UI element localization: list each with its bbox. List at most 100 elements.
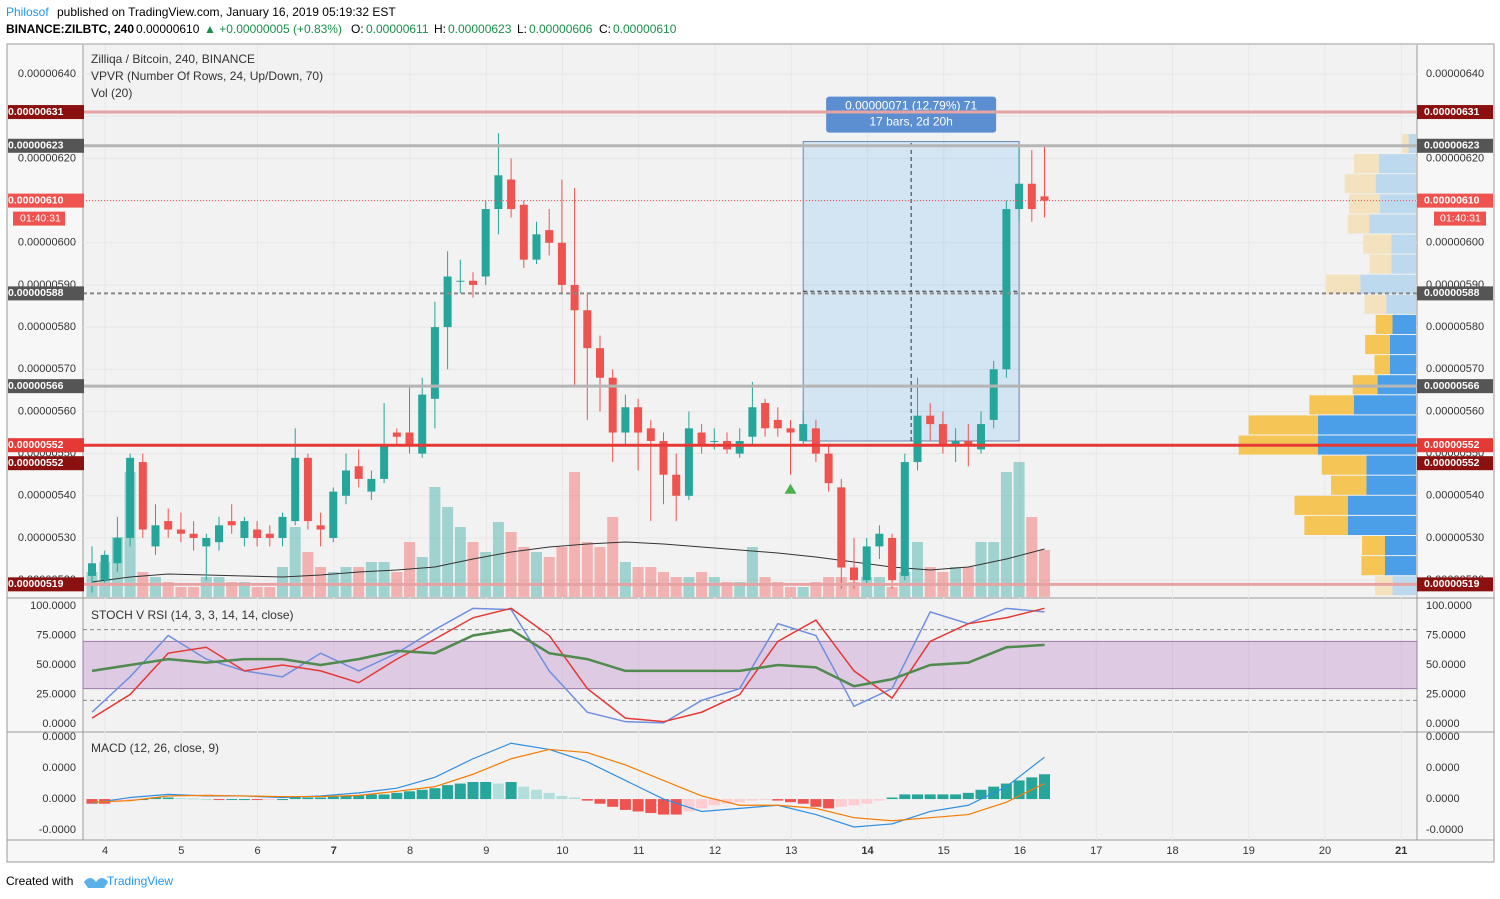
candle-body: [113, 537, 122, 564]
candle-body: [799, 424, 808, 441]
price-tag: [8, 577, 84, 592]
volume-bar: [531, 552, 542, 597]
macd-hist: [302, 797, 314, 800]
macd-hist: [645, 799, 657, 814]
y-tick-label: 0.00000560: [18, 405, 76, 417]
volume-bar: [988, 542, 1000, 597]
vpvr-up: [1389, 355, 1416, 375]
volume-bar: [886, 587, 898, 597]
y-tick-label: 0.00000540: [1426, 490, 1484, 502]
macd-hist: [708, 799, 720, 806]
candle-body: [507, 179, 516, 210]
volume-bar: [175, 587, 187, 597]
candle-body: [672, 474, 681, 496]
macd-hist: [873, 799, 885, 801]
candle-body: [621, 407, 630, 433]
price-tag: [1417, 456, 1493, 471]
macd-hist: [86, 799, 98, 804]
candle-body: [392, 432, 401, 437]
author[interactable]: Philosof: [6, 5, 49, 19]
l-label: L:: [517, 22, 527, 36]
macd-hist: [924, 794, 936, 800]
volume-bar: [378, 562, 390, 597]
y-tick-label: 0.00000530: [18, 532, 76, 544]
o-label: O:: [351, 22, 364, 36]
stoch-tick-label: 25.0000: [36, 688, 76, 700]
stoch-title: STOCH V RSI (14, 3, 3, 14, 14, close): [91, 608, 294, 622]
macd-hist: [124, 799, 136, 801]
macd-hist: [721, 799, 733, 804]
macd-hist: [569, 797, 581, 800]
vpvr-down: [1321, 455, 1367, 475]
candle-body: [1040, 196, 1049, 201]
y-tick-label: 0.00000540: [18, 490, 76, 502]
last-price: 0.00000610: [136, 22, 200, 36]
y-tick-label: 0.00000640: [1426, 68, 1484, 80]
price-tag: [8, 286, 84, 301]
vpvr-down: [1361, 556, 1385, 576]
y-tick-label: 0.00000570: [1426, 363, 1484, 375]
candle-body: [329, 491, 338, 538]
candle-body: [596, 348, 604, 378]
vpvr-up: [1378, 154, 1416, 174]
volume-bar: [594, 547, 606, 597]
candle-body: [202, 537, 211, 547]
price-tag-label: 0.00000610: [1424, 194, 1480, 206]
change: ▲ +0.00000005 (+0.83%): [204, 22, 342, 36]
o-value: 0.00000611: [366, 22, 429, 36]
volume-bar: [772, 582, 784, 597]
vpvr-up: [1360, 274, 1416, 294]
volume-bar: [1039, 550, 1050, 597]
vpvr-down: [1344, 174, 1376, 194]
macd-hist: [746, 799, 758, 801]
stoch-line: [91, 628, 1045, 688]
candle-body: [253, 529, 262, 538]
brand[interactable]: TradingView: [107, 874, 173, 888]
macd-hist: [327, 796, 339, 800]
volume-bar: [569, 472, 581, 597]
macd-hist: [861, 799, 873, 804]
price-tag-label: 0.00000623: [1424, 140, 1480, 152]
price-tag: [8, 105, 84, 120]
y-tick-label: 0.00000570: [18, 363, 76, 375]
macd-hist: [594, 799, 606, 804]
candle-body: [342, 470, 350, 496]
macd-hist: [1000, 783, 1012, 800]
candle-body: [519, 204, 528, 260]
macd-hist: [289, 797, 301, 800]
candle-body: [265, 533, 274, 538]
volume-bar: [213, 577, 225, 597]
vpvr-down: [1347, 214, 1370, 234]
price-tag: [1417, 379, 1493, 394]
macd-hist: [505, 782, 517, 800]
l-value: 0.00000606: [529, 22, 593, 36]
candle-body: [456, 280, 465, 282]
macd-hist: [785, 799, 796, 803]
candle-body: [430, 327, 439, 399]
macd-hist: [696, 799, 708, 809]
macd-hist: [442, 785, 454, 800]
volume-bar: [340, 567, 352, 597]
candle-body: [532, 234, 541, 260]
macd-hist: [467, 782, 479, 800]
macd-tick-label: 0.0000: [1426, 731, 1460, 743]
candle-body: [469, 280, 477, 285]
price-tag: [1417, 577, 1493, 592]
macd-hist: [531, 789, 542, 800]
volume-bar: [619, 562, 631, 597]
candle-body: [176, 529, 185, 534]
price-tag-label: 0.00000552: [1424, 439, 1480, 451]
c-value: 0.00000610: [613, 22, 677, 36]
candle-body: [977, 424, 985, 450]
countdown: 01:40:31: [1440, 212, 1481, 224]
candle-body: [697, 432, 706, 446]
volume-bar: [708, 577, 720, 597]
candle-body: [316, 525, 325, 530]
macd-hist: [899, 794, 911, 800]
candle-body: [557, 242, 566, 285]
vpvr-up: [1391, 234, 1416, 254]
vpvr-up: [1369, 214, 1416, 234]
candle-body: [786, 428, 795, 433]
x-tick-label: 10: [556, 845, 568, 857]
macd-hist: [1013, 780, 1025, 800]
